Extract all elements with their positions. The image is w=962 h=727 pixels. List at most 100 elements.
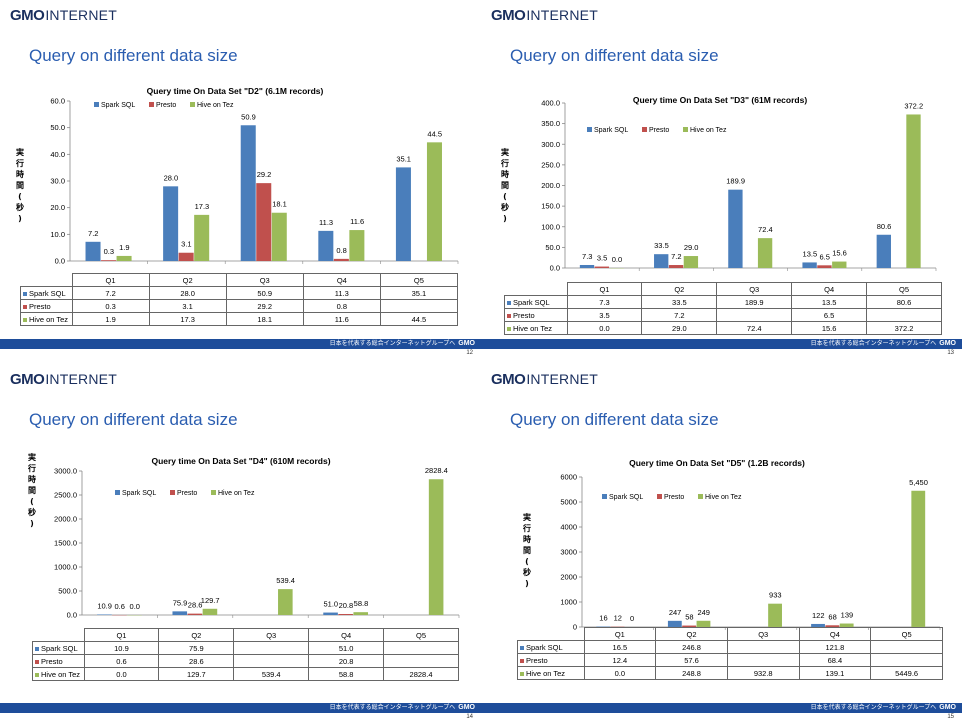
table-column-header: Q1 [566, 282, 643, 296]
table-cell [870, 653, 943, 667]
table-cell: 15.6 [791, 321, 868, 335]
table-cell: 29.0 [641, 321, 718, 335]
bar-label: 15.6 [832, 249, 847, 258]
table-row: Spark SQL 7.2 28.0 50.9 11.3 35.1 [20, 286, 459, 300]
table-cell [870, 640, 943, 654]
bar-chart-d2: Query time On Data Set "D2" (6.1M record… [15, 86, 459, 266]
legend-key-swatch [520, 658, 524, 663]
table-cell [379, 299, 459, 313]
bar-presto-q2 [682, 625, 697, 627]
table-column-header: Q2 [655, 627, 728, 641]
table-column-header: Q4 [302, 273, 381, 287]
table-column-header: Q2 [148, 273, 227, 287]
bar-label: 0.0 [612, 255, 622, 264]
bar-label: 50.9 [241, 112, 256, 121]
chart-title: Query time On Data Set "D2" (6.1M record… [147, 86, 324, 96]
table-row: Hive on Tez 0.0 129.7 539.4 58.8 2828.4 [32, 667, 459, 681]
y-tick-label: 40.0 [50, 150, 65, 159]
data-table: Q1 Q2 Q3 Q4 Q5 Spark SQL 10.9 75.9 51.0 Presto 0.6… [32, 628, 459, 681]
table-column-header: Q3 [716, 282, 793, 296]
slide-12: GMOINTERNET Query on different data size… [0, 0, 481, 363]
bar-label: 7.2 [88, 229, 98, 238]
table-cell: 57.6 [655, 653, 728, 667]
legend-key-swatch [35, 672, 39, 677]
bar-label: 0.3 [104, 247, 114, 256]
table-cell: 75.9 [158, 641, 235, 655]
bar-label: 10.9 [97, 601, 112, 610]
table-header-row: Q1 Q2 Q3 Q4 Q5 [21, 273, 459, 287]
legend-swatch-spark-sql [94, 102, 99, 107]
bar-spark-sql-q4 [318, 230, 334, 261]
bar-label: 28.0 [164, 173, 179, 182]
bar-label: 29.2 [257, 170, 272, 179]
bar-label: 58 [685, 613, 693, 622]
bar-label: 0 [630, 614, 634, 623]
bar-spark-sql-q2 [654, 254, 669, 268]
legend-key-swatch [23, 304, 27, 309]
bar-presto-q1 [101, 260, 117, 261]
table-cell: 539.4 [233, 667, 310, 681]
page-number: 13 [947, 350, 954, 356]
table-cell [233, 641, 310, 655]
table-cell: 29.2 [225, 299, 304, 313]
legend-key-swatch [507, 300, 511, 305]
page-number: 14 [466, 714, 473, 720]
table-column-header: Q4 [791, 282, 868, 296]
y-axis-label-char: ) [503, 214, 507, 223]
bar-hive-on-tez-q2 [194, 214, 210, 261]
legend-key-swatch [35, 659, 39, 664]
bar-spark-sql-q3 [728, 189, 743, 268]
table-row-header: Spark SQL [32, 641, 85, 655]
bar-presto-q4 [825, 625, 840, 627]
table-cell: 2828.4 [383, 667, 459, 681]
bar-label: 5,450 [909, 478, 928, 487]
legend-label-hive-on-tez: Hive on Tez [705, 494, 742, 501]
table-cell [716, 308, 793, 322]
bar-label: 80.6 [877, 222, 892, 231]
table-column-header: Q5 [379, 273, 459, 287]
y-axis-label-char: 秒 [28, 507, 36, 517]
bar-spark-sql-q5 [876, 234, 891, 268]
legend-label-spark-sql: Spark SQL [122, 490, 156, 497]
table-cell: 0.0 [83, 667, 160, 681]
bar-label: 2828.4 [425, 466, 448, 475]
y-tick-label: 2500.0 [54, 491, 77, 500]
table-cell: 0.8 [302, 299, 381, 313]
legend-key-swatch [23, 291, 27, 296]
table-cell: 28.6 [158, 654, 235, 668]
bar-spark-sql-q3 [240, 125, 256, 262]
bar-spark-sql-q2 [172, 611, 188, 615]
bar-label: 44.5 [427, 129, 442, 138]
table-cell: 189.9 [716, 295, 793, 309]
table-header-row: Q1 Q2 Q3 Q4 Q5 [505, 282, 942, 296]
table-column-header: Q5 [870, 627, 943, 641]
table-row-header: Spark SQL [504, 295, 568, 309]
y-axis-label-char: 時 [28, 474, 36, 484]
bar-label: 33.5 [654, 241, 669, 250]
bar-label: 0.0 [130, 602, 140, 611]
table-cell: 17.3 [148, 312, 227, 326]
table-row-header: Presto [517, 653, 585, 667]
legend-swatch-hive-on-tez [190, 102, 195, 107]
bar-label: 18.1 [272, 200, 287, 209]
table-row-header: Spark SQL [517, 640, 585, 654]
table-cell: 3.5 [566, 308, 643, 322]
y-axis-label-char: ( [30, 497, 34, 506]
y-axis-label-char: 間 [28, 486, 36, 495]
legend-swatch-presto [149, 102, 154, 107]
table-cell: 28.0 [148, 286, 227, 300]
bar-label: 68 [828, 612, 836, 621]
bar-spark-sql-q1 [97, 614, 112, 615]
y-tick-label: 50.0 [50, 123, 65, 132]
table-row-header: Hive on Tez [517, 666, 585, 680]
table-cell: 80.6 [866, 295, 942, 309]
y-tick-label: 1000 [560, 598, 577, 607]
bar-chart-d3: Query time On Data Set "D3" (61M records… [500, 95, 937, 273]
gmo-internet-logo: GMOINTERNET [491, 371, 598, 388]
bar-presto-q2 [187, 613, 203, 615]
slide-13: GMOINTERNET Query on different data size… [481, 0, 962, 363]
bar-label: 122 [812, 611, 825, 620]
table-column-header: Q5 [866, 282, 942, 296]
table-row: Spark SQL 16.5 246.8 121.8 [517, 640, 943, 654]
table-column-header: Q1 [71, 273, 150, 287]
